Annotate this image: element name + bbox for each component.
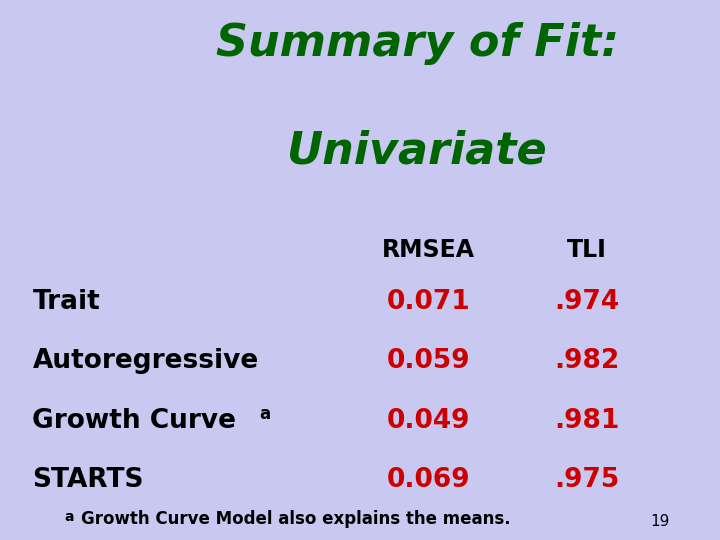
Text: Autoregressive: Autoregressive (32, 348, 258, 374)
Text: a: a (65, 510, 74, 524)
Text: Growth Curve: Growth Curve (32, 408, 236, 434)
Text: .974: .974 (554, 289, 619, 315)
Text: 0.069: 0.069 (387, 467, 470, 493)
Text: Growth Curve Model also explains the means.: Growth Curve Model also explains the mea… (81, 510, 510, 528)
Text: .981: .981 (554, 408, 619, 434)
Text: .975: .975 (554, 467, 619, 493)
Text: 19: 19 (650, 514, 670, 529)
Text: a: a (259, 405, 270, 423)
Text: Trait: Trait (32, 289, 100, 315)
Text: STARTS: STARTS (32, 467, 144, 493)
Text: 0.049: 0.049 (387, 408, 470, 434)
Text: 0.071: 0.071 (387, 289, 470, 315)
Text: TLI: TLI (567, 238, 607, 261)
Text: 0.059: 0.059 (387, 348, 470, 374)
Text: .982: .982 (554, 348, 619, 374)
Text: Summary of Fit:: Summary of Fit: (216, 22, 619, 65)
Text: RMSEA: RMSEA (382, 238, 475, 261)
Text: Univariate: Univariate (287, 130, 548, 173)
